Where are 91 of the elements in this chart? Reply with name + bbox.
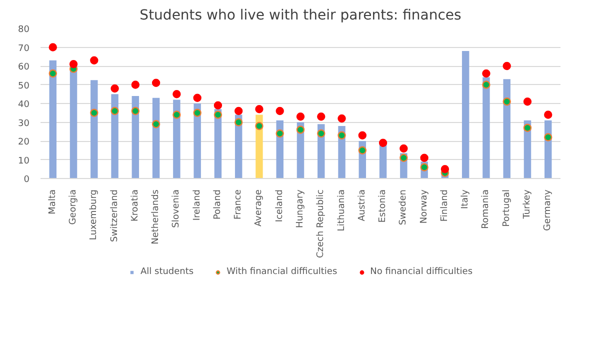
point [110, 84, 119, 93]
bar [482, 77, 490, 178]
point [523, 98, 532, 106]
bar [173, 100, 180, 178]
y-tick-label: 0 [24, 175, 30, 185]
x-tick-label: Finland [440, 189, 450, 222]
y-tick-label: 80 [18, 25, 30, 35]
x-tick-label: Estonia [378, 189, 388, 223]
point [48, 43, 57, 52]
point [193, 94, 202, 102]
point [440, 165, 450, 174]
point [420, 154, 428, 162]
bar [503, 79, 510, 178]
point [131, 106, 140, 116]
y-tick-label: 50 [18, 81, 30, 92]
point [296, 112, 305, 121]
y-tick-label: 60 [18, 62, 30, 72]
y-tick-label: 10 [18, 156, 30, 166]
point [214, 101, 222, 110]
x-tick-label: Iceland [274, 189, 285, 222]
x-tick-label: Germany [543, 188, 554, 231]
chart-title: Students who live with their parents: finances [140, 8, 462, 24]
point [338, 131, 346, 140]
point [234, 106, 243, 116]
point [544, 110, 552, 119]
point [276, 106, 284, 116]
x-tick-label: Czech Republic [316, 189, 326, 258]
legend-label: With financial difficulties [226, 267, 338, 277]
point [172, 110, 181, 119]
x-tick-label: Hungary [296, 188, 306, 228]
point [255, 105, 264, 114]
x-tick-label: Lithuania [336, 190, 347, 232]
x-tick-label: Portugal [502, 189, 512, 227]
point [214, 110, 222, 119]
point [48, 69, 57, 78]
point [296, 126, 305, 134]
bar [462, 51, 470, 178]
point [400, 144, 408, 153]
point [131, 80, 140, 89]
point [90, 108, 98, 117]
bar [194, 104, 201, 178]
y-tick-label: 70 [18, 44, 30, 54]
x-tick-label: Sweden [398, 189, 409, 226]
point [502, 62, 511, 70]
x-tick-label: Georgia [68, 189, 79, 225]
point [358, 146, 367, 154]
point [482, 80, 490, 89]
x-tick-label: Turkey [522, 188, 532, 220]
x-tick-label: Poland [212, 190, 223, 220]
point [317, 129, 326, 138]
legend-label: No financial difficulties [370, 267, 473, 277]
legend-label: All students [140, 267, 194, 277]
x-tick-label: Austria [357, 190, 368, 222]
x-tick-label: Average [254, 189, 264, 226]
point [544, 133, 552, 142]
x-tick-label: Malta [48, 189, 58, 214]
x-tick-label: Slovenia [172, 189, 182, 228]
point [255, 122, 264, 130]
point [523, 124, 532, 132]
x-tick-label: Switzerland [110, 189, 120, 242]
point [152, 120, 160, 128]
point [317, 112, 326, 121]
point [69, 60, 78, 68]
x-tick-label: Luxemburg [89, 189, 100, 240]
point [172, 90, 181, 98]
x-tick-label: Romania [481, 190, 492, 229]
y-tick-label: 20 [18, 138, 30, 148]
x-tick-label: Ireland [192, 189, 202, 221]
point [358, 131, 367, 140]
y-tick-label: 30 [18, 118, 30, 129]
x-tick-label: France [234, 189, 244, 220]
point [502, 98, 511, 106]
point [338, 114, 346, 123]
point [276, 129, 284, 138]
y-tick-label: 40 [18, 100, 30, 110]
x-tick-label: Netherlands [151, 189, 162, 244]
bar [90, 80, 98, 178]
point [110, 106, 119, 116]
x-tick-label: Kroatia [130, 189, 140, 222]
point [482, 69, 490, 78]
x-tick-label: Italy [460, 188, 471, 210]
point [420, 163, 428, 172]
point [193, 108, 202, 117]
point [152, 78, 160, 87]
point [400, 154, 408, 162]
bar [111, 94, 118, 178]
point [378, 138, 388, 147]
x-tick-label: Norway [419, 188, 430, 224]
point [90, 56, 98, 64]
point [234, 118, 243, 126]
bar [49, 60, 56, 178]
